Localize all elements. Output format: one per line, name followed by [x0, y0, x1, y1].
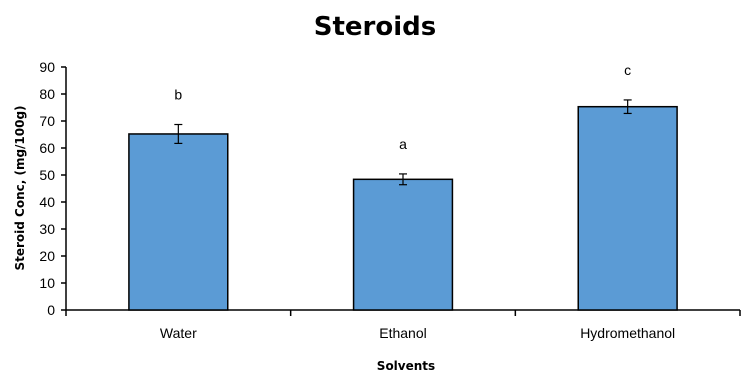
- y-tick-label: 10: [39, 275, 55, 291]
- plot-area: 0 10 20 30 40 50 60 70 80 90 b Water a Ethanol c Hydrom…: [39, 59, 741, 341]
- x-axis-title: Solvents: [377, 359, 435, 373]
- y-tick-label: 50: [39, 167, 55, 183]
- y-tick-label: 30: [39, 221, 55, 237]
- bar-ethanol: [352, 178, 454, 311]
- x-category-label: Hydromethanol: [580, 325, 675, 341]
- chart-title: Steroids: [314, 12, 436, 42]
- y-tick-label: 0: [47, 302, 55, 318]
- y-tick-label: 60: [39, 140, 55, 156]
- significance-label: c: [624, 62, 631, 78]
- significance-label: b: [174, 87, 182, 103]
- y-tick-label: 90: [39, 59, 55, 75]
- y-tick-label: 80: [39, 86, 55, 102]
- significance-label: a: [399, 136, 407, 152]
- bar-hydromethanol: [577, 105, 678, 311]
- x-category-label: Water: [160, 325, 197, 341]
- y-tick-label: 40: [39, 194, 55, 210]
- bar-water: [128, 133, 229, 311]
- y-axis-title: Steroid Conc, (mg/100g): [13, 105, 27, 270]
- x-category-label: Ethanol: [379, 325, 426, 341]
- y-tick-label: 20: [39, 248, 55, 264]
- y-tick-label: 70: [39, 113, 55, 129]
